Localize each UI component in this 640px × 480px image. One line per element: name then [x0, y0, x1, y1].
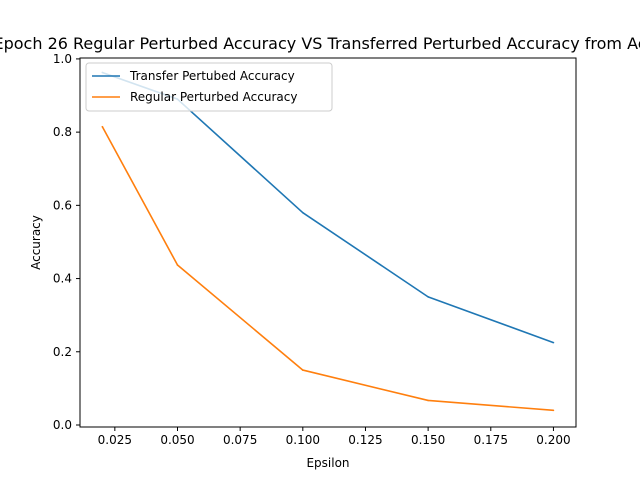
y-tick-label: 0.8 — [53, 125, 72, 139]
legend-label: Regular Perturbed Accuracy — [130, 90, 297, 104]
x-axis-label: Epsilon — [306, 456, 349, 470]
legend: Transfer Pertubed Accuracy Regular Pertur… — [85, 62, 333, 112]
data-point — [302, 369, 304, 371]
y-tick-label: 0.6 — [53, 198, 72, 212]
y-tick-label: 0.0 — [53, 418, 72, 432]
x-tick-label: 0.200 — [536, 433, 570, 447]
data-point — [427, 296, 429, 298]
data-point — [176, 264, 179, 266]
legend-label: Transfer Pertubed Accuracy — [129, 69, 295, 83]
y-tick-label: 0.2 — [53, 345, 72, 359]
y-tick-label: 1.0 — [53, 52, 72, 66]
data-point — [101, 125, 104, 128]
y-axis: 0.0 0.2 0.4 0.6 0.8 1.0 — [53, 52, 80, 432]
plot-frame — [79, 57, 577, 428]
data-point — [552, 341, 555, 344]
x-axis: 0.025 0.050 0.075 0.100 0.125 0.150 0.175 0.200 — [98, 427, 571, 447]
chart-title: Epoch 26 Regular Perturbed Accuracy VS T… — [0, 34, 640, 53]
x-tick-label: 0.150 — [411, 433, 445, 447]
x-tick-label: 0.050 — [160, 433, 194, 447]
x-tick-label: 0.125 — [348, 433, 382, 447]
legend-box — [85, 62, 333, 112]
x-tick-label: 0.025 — [98, 433, 132, 447]
x-tick-label: 0.175 — [474, 433, 508, 447]
data-point — [552, 409, 555, 412]
data-point — [302, 211, 304, 214]
y-axis-label: Accuracy — [29, 215, 43, 270]
y-tick-label: 0.4 — [53, 272, 72, 286]
x-tick-label: 0.075 — [223, 433, 257, 447]
x-tick-label: 0.100 — [286, 433, 320, 447]
plot-area — [80, 58, 576, 427]
data-point — [427, 399, 429, 402]
